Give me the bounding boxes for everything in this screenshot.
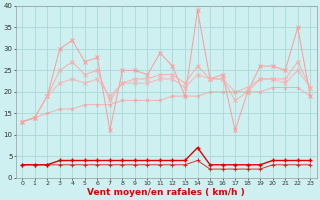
X-axis label: Vent moyen/en rafales ( km/h ): Vent moyen/en rafales ( km/h ) <box>87 188 245 197</box>
